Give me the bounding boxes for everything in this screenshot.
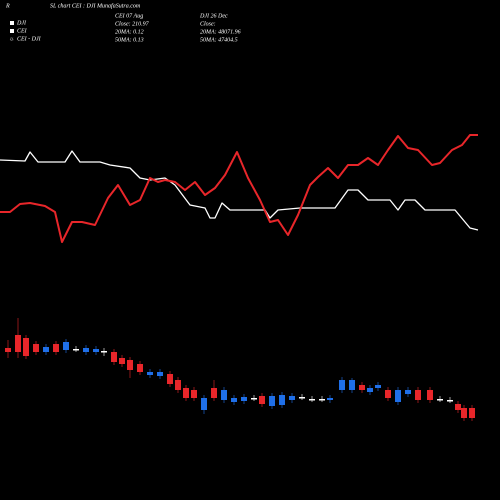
info-text: 20MA: 48071.96 [200, 28, 241, 35]
candle-body [289, 396, 295, 400]
candle-body [241, 397, 247, 401]
candle-body [427, 390, 433, 400]
candle-body [269, 396, 275, 406]
corner-label: R [5, 3, 10, 9]
candle-body [259, 396, 265, 404]
info-text: CEI 07 Aug [115, 13, 143, 19]
candle-body [447, 400, 453, 402]
candle-body [437, 399, 443, 401]
candle-body [339, 380, 345, 390]
candle-body [137, 364, 143, 372]
candle-body [101, 351, 107, 353]
legend-swatch [10, 29, 14, 33]
candle-body [279, 395, 285, 405]
candle-body [359, 385, 365, 390]
candle-body [375, 385, 381, 388]
legend-label: CEI - DJI [17, 36, 42, 42]
info-text: Close: [200, 21, 216, 27]
candle-body [33, 344, 39, 352]
candle-body [43, 347, 49, 352]
candle-body [127, 360, 133, 370]
candle-body [385, 390, 391, 398]
candle-body [405, 390, 411, 394]
info-text: Close: 210.97 [115, 21, 150, 27]
legend-symbol: ☼ [9, 36, 15, 42]
chart-title: SL chart CEI : DJI MunafaSutra.com [50, 2, 141, 9]
line-series [0, 150, 479, 231]
legend-label: CEI [17, 28, 28, 34]
candle-body [191, 390, 197, 398]
candle-body [15, 335, 21, 352]
info-text: 50MA: 0.13 [115, 37, 144, 43]
candle-body [111, 352, 117, 362]
candle-body [349, 380, 355, 390]
candle-body [183, 388, 189, 398]
candle-body [147, 372, 153, 375]
candle-body [63, 342, 69, 350]
candle-body [83, 348, 89, 352]
info-text: 50MA: 47404.5 [200, 36, 238, 43]
candle-body [395, 390, 401, 402]
legend-label: DJI [16, 20, 27, 26]
candle-body [93, 349, 99, 352]
candle-body [319, 399, 325, 401]
candle-body [327, 398, 333, 400]
candle-body [73, 349, 79, 351]
legend-swatch [10, 21, 14, 25]
candle-body [299, 397, 305, 399]
candle-body [461, 408, 467, 418]
candle-body [175, 380, 181, 390]
candle-body [367, 388, 373, 392]
candle-body [455, 404, 461, 410]
candle-body [167, 374, 173, 384]
candle-body [251, 398, 257, 400]
info-text: 20MA: 0.12 [115, 29, 144, 35]
candle-body [415, 390, 421, 400]
candle-body [221, 390, 227, 400]
candle-body [231, 398, 237, 402]
candle-body [201, 398, 207, 410]
candle-body [119, 358, 125, 364]
candle-body [469, 408, 475, 418]
candle-body [53, 344, 59, 352]
candle-body [309, 399, 315, 401]
info-text: DJI 26 Dec [199, 13, 228, 19]
candle-body [23, 338, 29, 356]
line-series [0, 134, 478, 243]
candle-body [157, 372, 163, 376]
candle-body [211, 388, 217, 398]
candle-body [5, 348, 11, 352]
